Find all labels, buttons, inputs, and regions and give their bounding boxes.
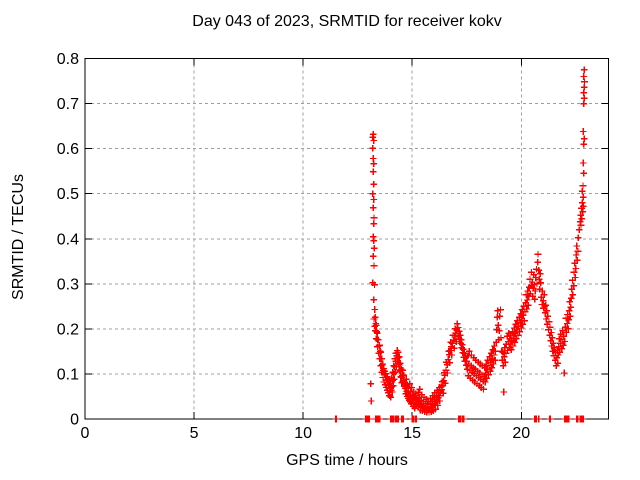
y-tick-label: 0.6 [57, 141, 79, 158]
y-tick-label: 0.3 [57, 276, 79, 293]
y-tick-label: 0.7 [57, 96, 79, 113]
grid-lines [85, 58, 609, 419]
y-tick-label: 0.5 [57, 186, 79, 203]
x-tick-label: 15 [403, 425, 421, 442]
y-tick-label: 0.8 [57, 51, 79, 68]
tick-labels: 0 5 10 15 20 0 0.1 0.2 0.3 0.4 0.5 0.6 0.7 0.8 [57, 51, 531, 442]
chart-title: Day 043 of 2023, SRMTID for receiver kok… [192, 13, 502, 30]
scatter-points-srmtid [332, 66, 588, 423]
x-tick-label: 5 [190, 425, 199, 442]
y-tick-label: 0 [70, 412, 79, 429]
tick-marks [84, 58, 609, 420]
x-axis-label: GPS time / hours [286, 452, 408, 469]
y-tick-label: 0.1 [57, 366, 79, 383]
y-tick-label: 0.4 [57, 231, 79, 248]
x-tick-label: 0 [81, 425, 90, 442]
x-tick-label: 20 [512, 425, 530, 442]
y-tick-label: 0.2 [57, 321, 79, 338]
x-tick-label: 10 [294, 425, 312, 442]
